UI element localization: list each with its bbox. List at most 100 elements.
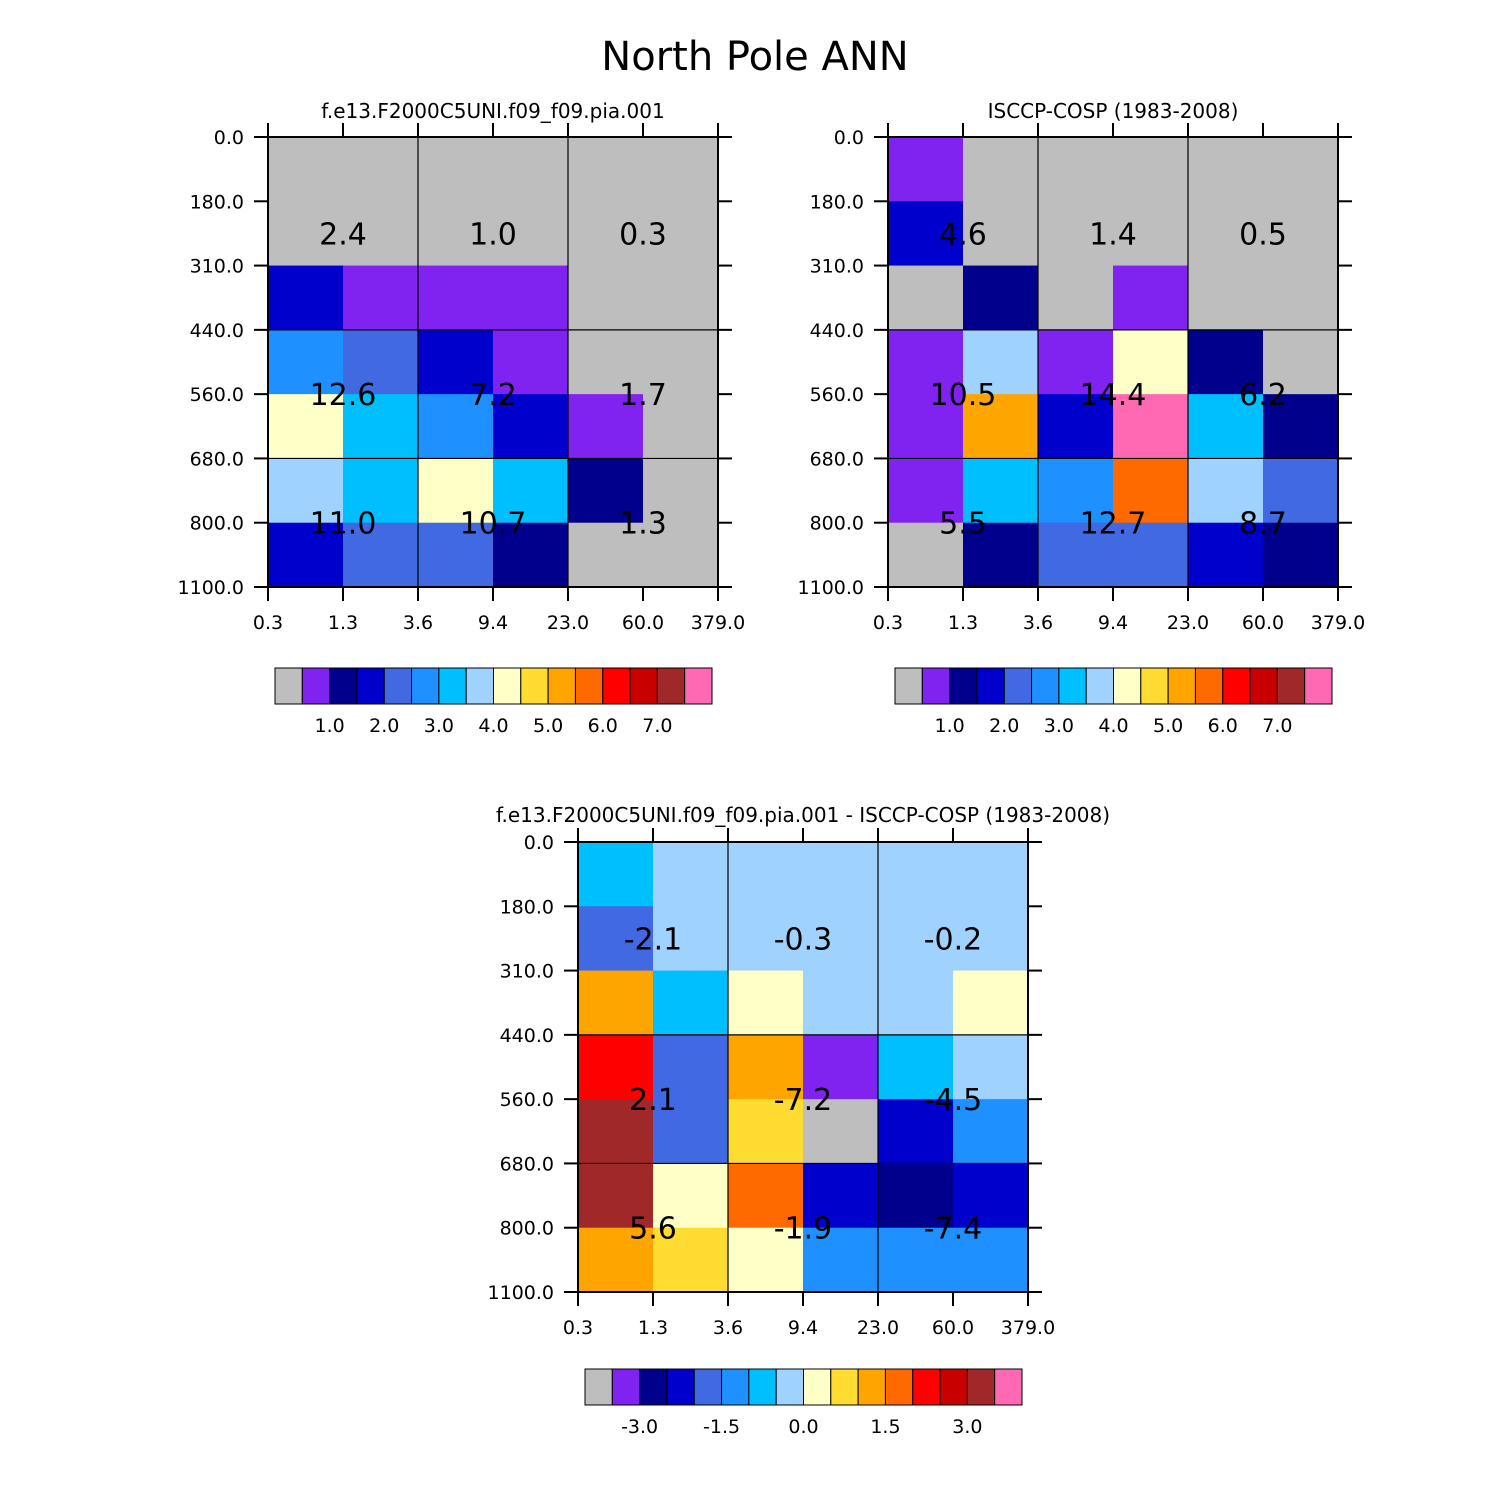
heatmap-cell [493,137,569,202]
heatmap-cell [888,265,964,331]
y-tick-label: 0.0 [834,127,864,149]
x-tick-label: 0.3 [253,612,283,634]
heatmap-cell [803,1163,879,1229]
heatmap-cell [343,329,419,395]
heatmap-cell [1263,522,1339,588]
colorbar-swatch [656,667,686,705]
block-sum-label: -0.2 [924,922,983,957]
colorbar-swatch [438,667,467,705]
heatmap-cell [803,842,879,907]
heatmap-cell [1113,458,1189,524]
block-sum-label: 1.7 [619,378,667,413]
colorbar-tick-label: 1.0 [935,715,965,737]
heatmap-cell [653,1163,729,1229]
heatmap-cell [963,201,1039,267]
block-sum-label: 2.1 [629,1083,677,1118]
colorbar-tick-label: 5.0 [533,715,563,737]
heatmap-cell [578,1227,654,1293]
x-tick-label: 23.0 [547,612,589,634]
heatmap-cell [653,1227,729,1293]
block-sum-label: -7.2 [774,1083,833,1118]
y-tick-label: 310.0 [500,961,554,983]
heatmap-cell [493,265,569,331]
block-sum-label: -2.1 [624,922,683,957]
colorbar-swatch [383,667,413,705]
y-tick-label: 680.0 [500,1153,554,1175]
heatmap-cell [728,842,804,907]
y-tick-label: 560.0 [190,384,244,406]
block-sum-label: 2.4 [319,217,367,252]
colorbar-swatch [465,667,494,705]
x-tick-label: 9.4 [788,1317,818,1339]
heatmap-cell [343,394,419,459]
heatmap-cell [803,1099,879,1164]
colorbar-swatch [803,1368,832,1406]
heatmap-cell [888,458,964,524]
x-tick-label: 9.4 [478,612,508,634]
block-sum-label: 5.6 [629,1212,677,1247]
colorbar-swatch [894,667,923,705]
heatmap-cell [1038,137,1114,202]
colorbar-swatch [1222,667,1251,705]
heatmap-cell [643,201,719,267]
heatmap-cell [728,1227,804,1293]
colorbar-swatch [547,667,576,705]
heatmap-cell [268,137,344,202]
heatmap-cell [878,1163,954,1229]
heatmap-cell [578,1034,654,1100]
colorbar-tick-label: -1.5 [703,1416,740,1438]
colorbar-swatch [830,1368,859,1406]
y-tick-label: 800.0 [810,513,864,535]
chart-panel-1: f.e13.F2000C5UNI.f09_f09.pia.001 0.0 180.0… [178,99,746,737]
block-sum-label: -1.9 [774,1212,833,1247]
block-sum-label: -0.3 [774,922,833,957]
panel-title: ISCCP-COSP (1983-2008) [988,99,1239,123]
y-tick-label: 1100.0 [798,577,864,599]
colorbar-swatch [966,1368,996,1406]
x-tick-label: 23.0 [857,1317,899,1339]
heatmap-cell [953,842,1029,907]
heatmap-cell [1113,201,1189,267]
colorbar-tick-label: 1.5 [870,1416,900,1438]
heatmap-cell [953,1099,1029,1164]
x-tick-label: 1.3 [638,1317,668,1339]
x-tick-label: 379.0 [691,612,745,634]
colorbar-swatch [912,1368,941,1406]
heatmap-cell [1113,137,1189,202]
y-tick-label: 0.0 [214,127,244,149]
heatmap-cell [963,522,1039,588]
heatmap-cell [568,201,644,267]
colorbar-swatch [721,1368,750,1406]
colorbar-tick-label: 3.0 [1044,715,1074,737]
x-tick-label: 1.3 [948,612,978,634]
heatmap-cell [493,522,569,588]
heatmap-cell [568,394,644,459]
colorbar-tick-label: 6.0 [588,715,618,737]
colorbar-swatch [301,667,331,705]
colorbar-swatch [1085,667,1114,705]
heatmap-cell [878,906,954,972]
heatmap-cell [888,522,964,588]
block-sum-label: 4.6 [939,217,987,252]
heatmap-cell [1113,329,1189,395]
colorbar-swatch [520,667,549,705]
heatmap-cell [878,1034,954,1100]
block-sum-label: 10.5 [930,378,997,413]
heatmap-cell [728,1099,804,1164]
block-sum-label: -4.5 [924,1083,983,1118]
heatmap-cell [268,522,344,588]
colorbar-swatch [1003,667,1033,705]
heatmap-cell [643,265,719,331]
heatmap-cell [418,137,494,202]
colorbar-swatch [493,667,522,705]
x-tick-label: 3.6 [713,1317,743,1339]
colorbar-swatch [1194,667,1224,705]
heatmap-cell [653,970,729,1036]
y-tick-label: 800.0 [500,1218,554,1240]
block-sum-label: 8.7 [1239,507,1287,542]
colorbar-tick-label: 4.0 [478,715,508,737]
colorbar-swatch [1167,667,1196,705]
heatmap-cell [653,906,729,972]
heatmap-cell [878,970,954,1036]
